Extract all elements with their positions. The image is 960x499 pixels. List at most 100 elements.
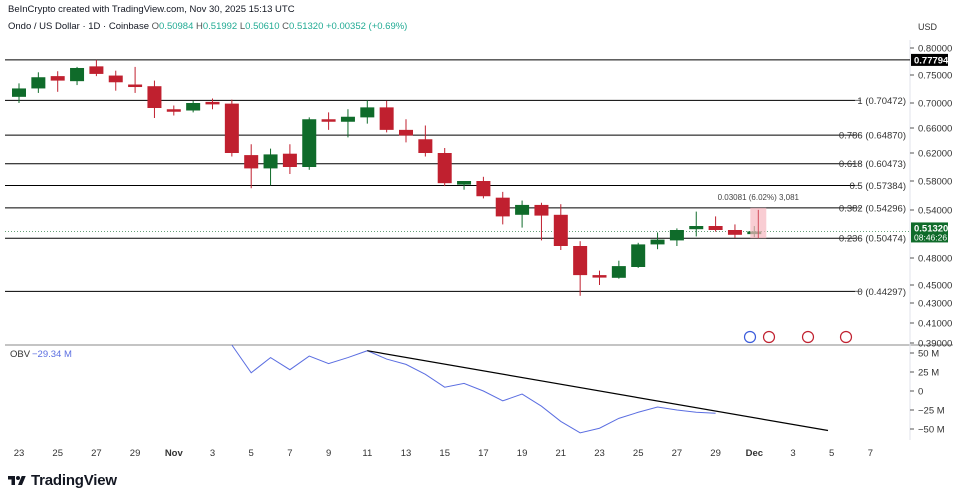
candle-body [360,107,375,118]
candle-body [50,76,65,81]
y-tick-label: 0.45000 [918,281,952,292]
candle-body [611,266,626,278]
current-price-label: 0.51320 [914,223,948,234]
candle-body [553,214,568,246]
candle-body [592,275,607,278]
fib-level-label: 0 (0.44297) [857,287,906,298]
y-tick-label: 0.48000 [918,254,952,265]
x-tick-label: 27 [91,448,102,459]
candle-body [128,84,143,88]
tradingview-logo: TradingView [8,472,117,489]
x-tick-label: 3 [210,448,215,459]
x-tick-label: 29 [710,448,721,459]
candle-body [302,119,317,167]
x-tick-label: 19 [517,448,528,459]
x-tick-label: 29 [130,448,141,459]
symbol-ohlc-row: Ondo / US Dollar · 1D · Coinbase O0.5098… [8,21,407,32]
obv-value: −29.34 M [32,349,72,360]
candle-body [263,154,278,169]
obv-tick-label: −50 M [918,425,945,436]
symbol-title[interactable]: Ondo / US Dollar · 1D · Coinbase [8,21,149,32]
candle-body [340,116,355,122]
obv-label: OBV [10,349,31,360]
fib-level-label: 0.618 (0.60473) [839,159,906,170]
fib-level-label: 0.382 (0.54296) [839,203,906,214]
fib-level-label: 0.786 (0.64870) [839,131,906,142]
candle-body [89,66,104,74]
open-label: O [151,21,160,32]
close-value: 0.51320 [289,21,324,32]
x-tick-label: 13 [401,448,412,459]
obv-trend-line [367,350,829,432]
candle-body [457,181,472,185]
obv-line [231,344,716,434]
y-tick-label: 0.75000 [918,71,952,82]
open-value: 0.50984 [159,21,194,32]
high-label: H [196,21,203,32]
fib-level-label: 0.236 (0.50474) [839,234,906,245]
us-flag-icon [839,330,853,344]
candle-body [244,155,259,169]
y-tick-label: 0.66000 [918,124,952,135]
y-tick-label: 0.70000 [918,99,952,110]
current-price-tag [911,222,948,243]
x-tick-label: 23 [594,448,605,459]
candle-body [727,230,742,235]
obv-tick-label: 50 M [918,349,939,360]
x-tick-label: Nov [165,448,184,459]
y-tick-label: 0.41000 [918,319,952,330]
x-tick-label: 25 [52,448,63,459]
x-tick-label: 9 [326,448,331,459]
currency-label: USD [918,22,938,32]
x-tick-label: 23 [14,448,25,459]
candle-body [631,244,646,267]
y-tick-label: 0.58000 [918,177,952,188]
candle-body [476,181,491,197]
x-tick-label: 5 [829,448,834,459]
x-tick-label: 25 [633,448,644,459]
measure-label: 0.03081 (6.02%) 3,081 [718,193,800,202]
credit-text: BeInCrypto created with TradingView.com,… [8,4,295,15]
countdown-label: 08:46:26 [914,232,947,242]
x-tick-label: 5 [249,448,254,459]
price-marker-label: 0.77794 [914,55,949,66]
candle-body [147,86,162,108]
candle-body [708,226,723,230]
x-tick-label: 11 [362,448,372,459]
y-tick-label: 0.54000 [918,206,952,217]
candle-body [650,239,665,245]
candle-body [31,77,46,89]
candle-body [321,119,336,122]
x-tick-label: 15 [439,448,450,459]
fib-level-label: 1 (0.70472) [857,96,906,107]
candle-body [669,230,684,241]
candle-body [186,103,201,111]
x-tick-label: Dec [746,448,763,459]
x-tick-label: 3 [790,448,795,459]
candle-body [282,153,297,167]
fib-level-label: 0.5 (0.57384) [849,181,906,192]
candle-body [224,103,239,153]
low-value: 0.50610 [245,21,280,32]
candle-body [108,75,123,83]
candle-body [418,139,433,153]
candle-body [399,129,413,136]
us-flag-icon [801,330,815,344]
x-tick-label: 7 [287,448,292,459]
tradingview-icon [8,475,26,485]
y-tick-label: 0.80000 [918,44,952,55]
lightning-icon [743,330,757,344]
low-label: L [239,21,246,32]
x-tick-label: 27 [672,448,683,459]
candle-body [495,197,510,217]
us-flag-icon [762,330,776,344]
candle-body [534,204,549,216]
candle-body [12,88,26,97]
candle-body [437,153,452,184]
x-tick-label: 21 [556,448,567,459]
change-value: +0.00352 (+0.69%) [326,21,408,32]
candle-body [70,67,85,82]
candle-body [689,226,704,230]
candle-body [573,246,588,276]
